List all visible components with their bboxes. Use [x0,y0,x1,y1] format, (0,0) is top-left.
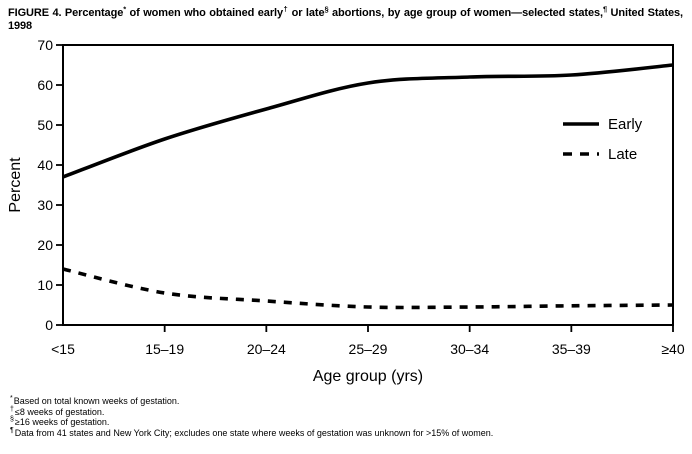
abortion-percentage-line-chart: 0 10 20 30 40 50 60 70 <15 15–19 20–24 25–29 30–34 35… [7,37,685,385]
legend-label-early: Early [608,116,643,133]
figure-title: FIGURE 4. Percentage* of women who obtai… [0,0,692,33]
x-tick-label: 20–24 [247,341,286,357]
footnotes: *Based on total known weeks of gestation… [0,394,692,438]
y-tick-label: 10 [37,277,53,293]
title-text: FIGURE 4. Percentage [8,7,124,19]
footnote-marker: * [10,395,13,402]
title-footnote-marker: † [282,4,289,14]
footnote-text: ≥16 weeks of gestation. [14,417,110,427]
x-axis-title: Age group (yrs) [313,368,423,385]
y-tick-label: 50 [37,117,53,133]
series-line-early [62,63,674,179]
y-tick-label: 0 [45,317,53,333]
footnote-text: ≤8 weeks of gestation. [14,406,105,417]
title-text: or late [288,7,325,19]
footnote-marker: ¶ [10,426,14,434]
y-tick-label: 30 [37,197,53,213]
footnote-line: §≥16 weeks of gestation. [10,416,684,428]
x-tick-label: 15–19 [145,341,184,357]
x-tick-label: 25–29 [349,341,388,357]
y-tick-label: 60 [37,77,53,93]
footnote-line: ¶Data from 41 states and New York City; … [10,426,684,439]
footnote-marker: § [10,416,14,423]
y-tick-label: 70 [37,37,53,53]
footnote-line: †≤8 weeks of gestation. [10,405,684,418]
plot-border [62,44,674,326]
title-footnote-marker: * [123,4,127,14]
footnote-line: *Based on total known weeks of gestation… [10,395,684,407]
y-axis-title: Percent [7,157,24,213]
title-text: of women who obtained early [126,7,284,19]
x-tick-label: ≥40 [661,341,684,357]
x-tick-label: <15 [51,341,75,357]
x-tick-label: 30–34 [450,341,489,357]
title-text: abortions, by age group of women—selecte… [328,7,603,19]
footnote-text: Data from 41 states and New York City; e… [14,427,494,438]
footnote-marker: † [10,405,14,413]
x-tick-label: 35–39 [552,341,591,357]
y-tick-label: 40 [37,157,53,173]
footnote-text: Based on total known weeks of gestation. [13,396,180,406]
title-text: United States, 1998 [8,7,683,32]
series-line-late [62,267,674,310]
legend-label-late: Late [608,146,637,163]
y-tick-label: 20 [37,237,53,253]
title-footnote-marker: ¶ [602,4,608,14]
title-footnote-marker: § [324,4,329,14]
